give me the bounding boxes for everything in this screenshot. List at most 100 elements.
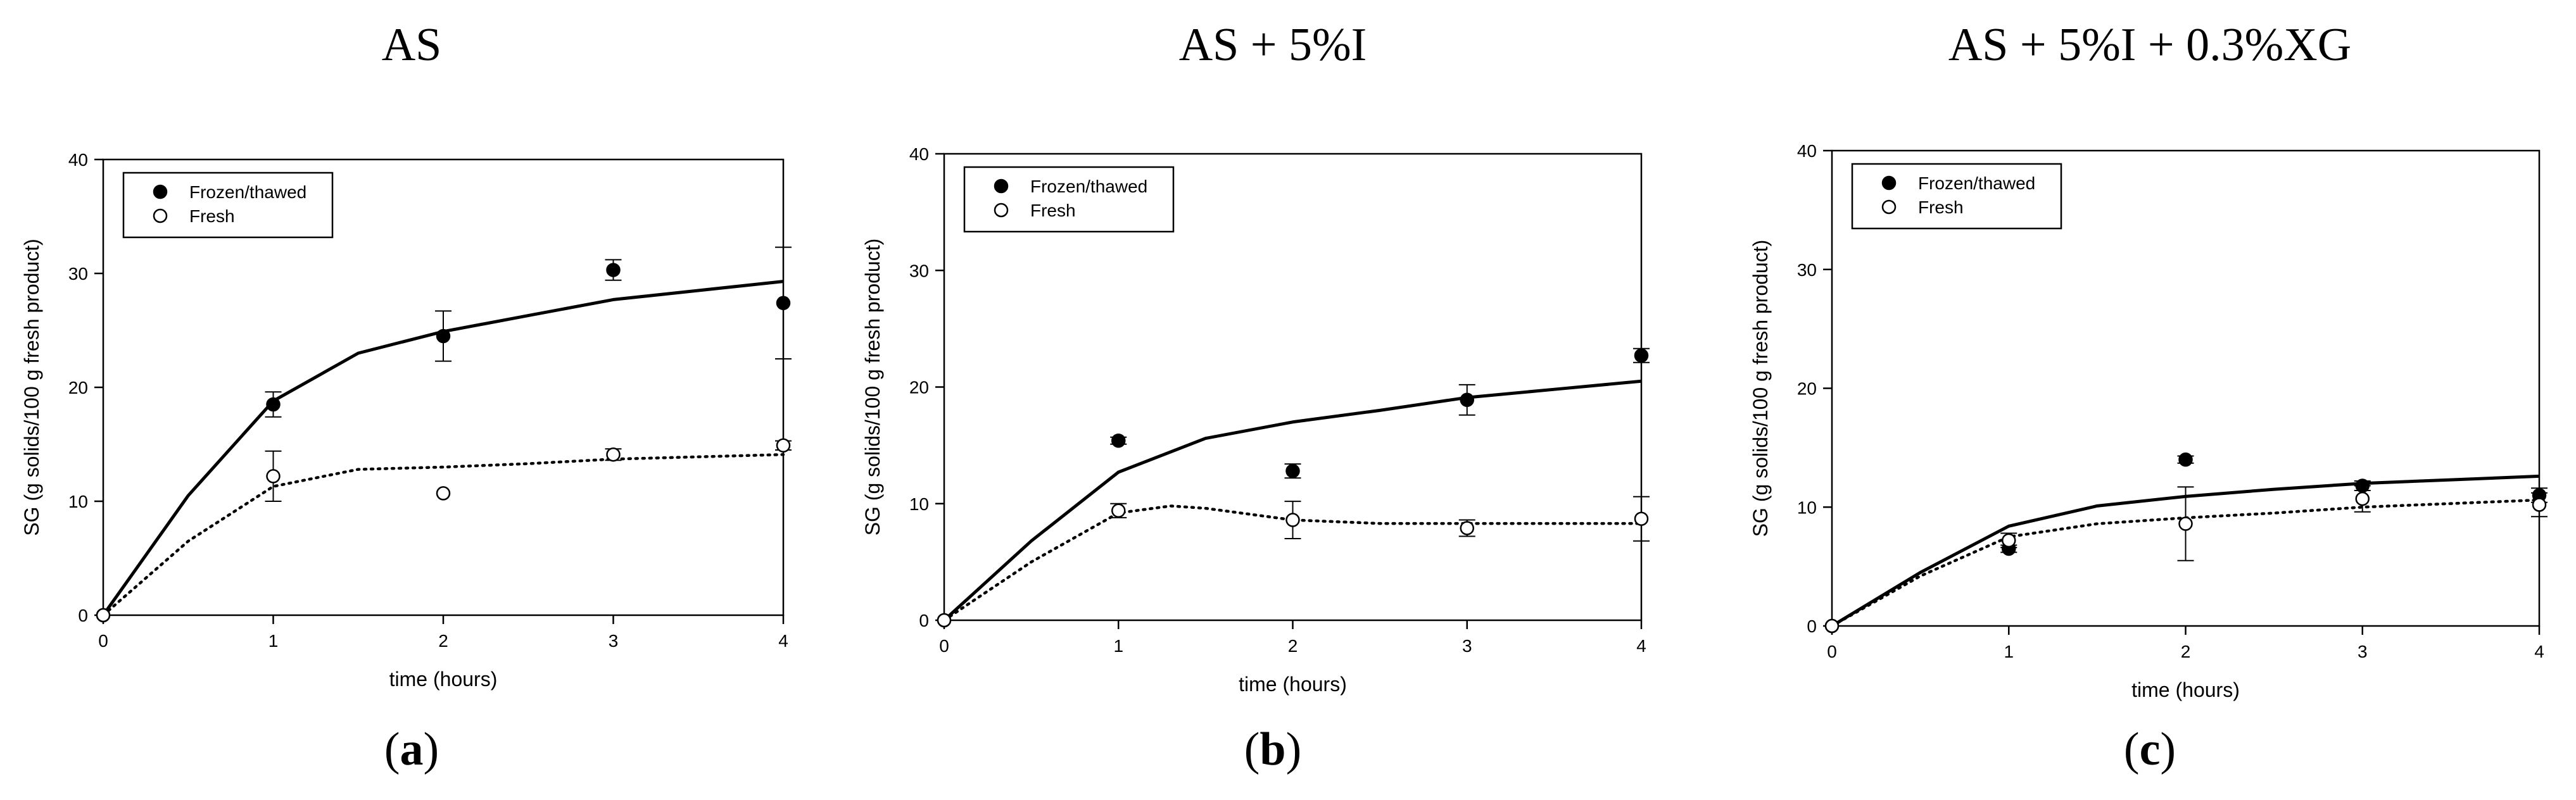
fit-curve-frozen-thawed [943,379,1642,622]
legend-label: Frozen/thawed [189,182,306,202]
legend-marker-frozen-thawed [994,178,1009,194]
y-tick-label: 20 [1797,379,1817,399]
data-point-fresh [96,608,111,623]
data-point-fresh [606,447,621,462]
data-point-fresh [436,486,451,501]
legend-label: Frozen/thawed [1918,173,2035,193]
data-point-fresh [2178,516,2193,531]
y-tick-label: 20 [909,378,929,397]
x-tick-label: 1 [2004,642,2014,661]
x-tick-label: 3 [1462,636,1472,656]
x-tick-label: 1 [1113,636,1123,656]
panel-label: (c) [2124,723,2176,775]
panel-label-close-paren: ) [424,723,439,775]
data-point-fresh [2002,533,2016,548]
y-axis-label: SG (g solids/100 g fresh product) [20,239,43,536]
legend-marker-fresh [1881,199,1897,215]
legend-marker-frozen-thawed [153,184,168,199]
data-point-fresh [1111,503,1126,518]
y-tick-label: 10 [1797,497,1817,517]
panel-label-letter: c [2140,723,2161,775]
y-axis-label: SG (g solids/100 g fresh product) [1749,240,1772,537]
legend-marker-frozen-thawed [1881,175,1897,191]
y-tick-label: 30 [68,264,88,284]
panel-label-open-paren: ( [2124,723,2140,775]
x-axis-label: time (hours) [1239,673,1347,696]
data-point-fresh [266,469,281,484]
x-tick-label: 2 [438,631,448,651]
chart-title: AS + 5%I [1179,19,1367,71]
y-tick-label: 0 [919,611,929,630]
panel-label: (b) [1244,723,1301,775]
x-axis-label: time (hours) [389,668,498,691]
y-tick-label: 40 [909,144,929,164]
legend-label: Fresh [1918,197,1964,217]
data-point-frozen-thawed [1460,392,1474,408]
y-tick-label: 10 [68,492,88,511]
legend-box [122,172,334,239]
data-point-frozen-thawed [436,328,451,344]
data-point-frozen-thawed [776,296,791,311]
x-tick-label: 3 [609,631,619,651]
data-point-fresh [2532,497,2547,512]
legend-box [1851,163,2062,230]
panel-label-close-paren: ) [1286,723,1302,775]
panel-label-close-paren: ) [2160,723,2176,775]
legend-label: Fresh [189,206,235,226]
panel-label-letter: b [1260,723,1285,775]
x-axis-label: time (hours) [2131,678,2240,701]
fit-curve-fresh [942,504,1643,622]
legend-box [963,166,1175,233]
x-tick-label: 2 [1288,636,1298,656]
x-tick-label: 1 [268,631,279,651]
x-tick-label: 0 [1827,642,1837,661]
y-tick-label: 40 [68,150,88,170]
x-tick-label: 4 [2534,642,2544,661]
y-tick-label: 20 [68,378,88,397]
legend: Frozen/thawed Fresh [122,172,334,239]
legend-label: Fresh [1030,201,1076,220]
data-point-fresh [1460,521,1474,535]
y-tick-label: 10 [909,494,929,514]
y-tick-label: 30 [909,261,929,280]
x-tick-label: 0 [98,631,108,651]
legend: Frozen/thawed Fresh [963,166,1175,233]
data-point-fresh [937,613,952,628]
chart-title: AS [382,19,442,71]
panel-label-open-paren: ( [1244,723,1260,775]
x-tick-label: 2 [2181,642,2191,661]
y-tick-label: 40 [1797,141,1817,161]
data-point-frozen-thawed [1111,434,1126,448]
panel-label-letter: a [400,723,424,775]
x-tick-label: 4 [1636,636,1646,656]
y-tick-label: 30 [1797,260,1817,280]
legend: Frozen/thawed Fresh [1851,163,2062,230]
legend-label: Frozen/thawed [1030,177,1147,196]
data-point-frozen-thawed [1285,463,1300,478]
y-tick-label: 0 [1807,616,1817,636]
x-tick-label: 3 [2358,642,2368,661]
data-point-fresh [776,438,791,453]
panel-label: (a) [384,723,439,775]
data-point-frozen-thawed [1634,348,1649,363]
data-point-frozen-thawed [266,397,281,412]
chart-title: AS + 5%I + 0.3%XG [1948,19,2351,71]
data-point-fresh [2355,491,2370,506]
y-tick-label: 0 [78,606,88,625]
data-point-fresh [1634,511,1649,526]
panel-label-open-paren: ( [384,723,400,775]
data-point-frozen-thawed [2178,452,2193,467]
x-tick-label: 4 [778,631,788,651]
data-point-fresh [1824,618,1840,634]
fit-curve-fresh [101,453,785,617]
y-axis-label: SG (g solids/100 g fresh product) [861,239,884,536]
x-tick-label: 0 [939,636,949,656]
data-point-frozen-thawed [606,263,621,277]
data-point-fresh [1285,513,1300,527]
legend-marker-fresh [153,208,168,223]
legend-marker-fresh [994,203,1009,218]
